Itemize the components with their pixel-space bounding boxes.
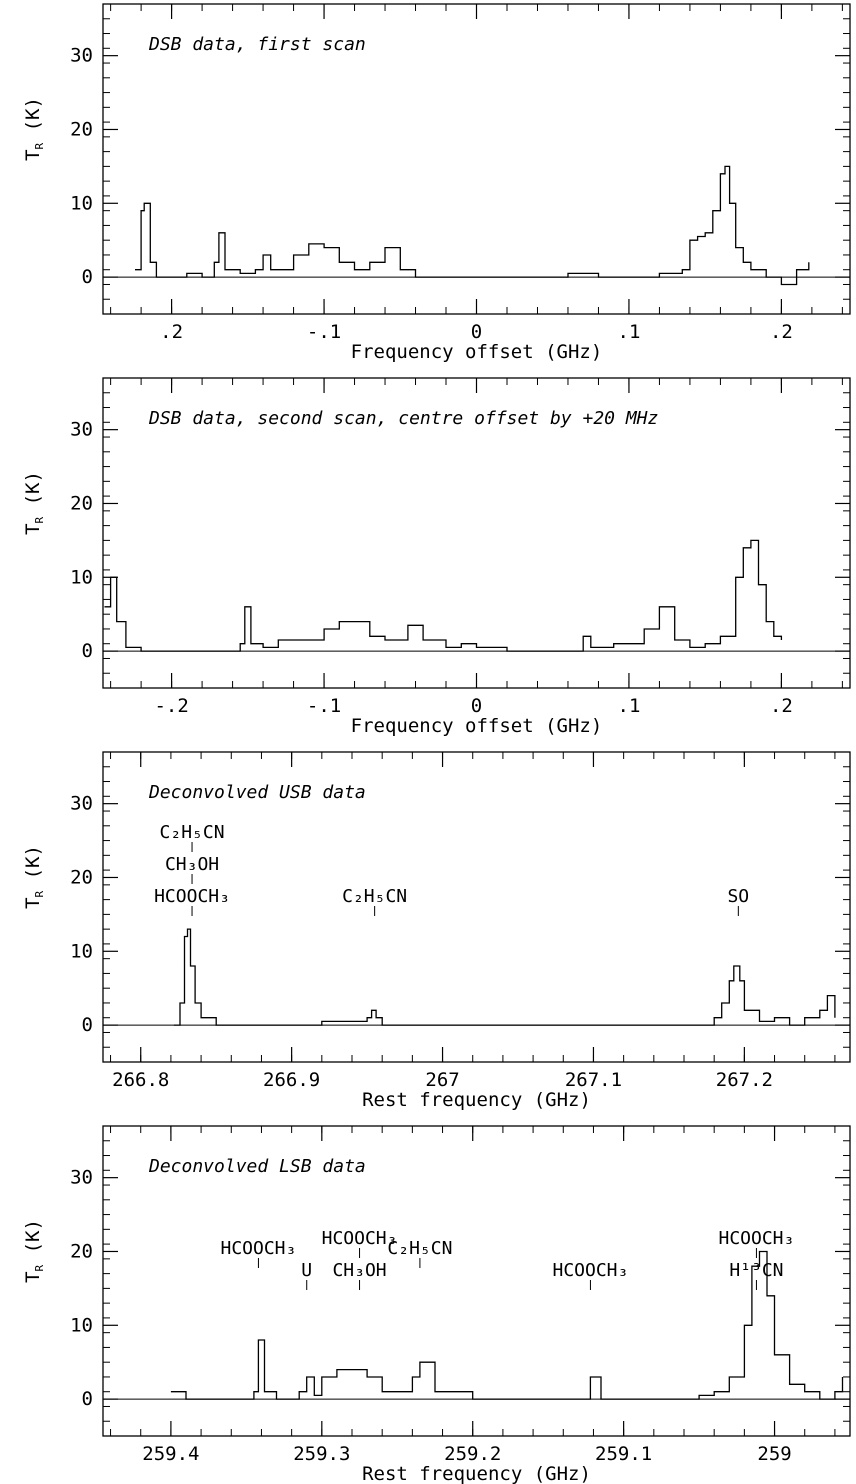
x-tick-label: -.1 xyxy=(307,321,341,343)
line-id-label: HCOOCH₃ xyxy=(221,1238,297,1259)
y-tick-label: 0 xyxy=(82,640,93,662)
y-tick-label: 0 xyxy=(82,266,93,288)
y-tick-label: 10 xyxy=(70,940,93,962)
y-axis-label: TR (K) xyxy=(22,845,46,909)
x-tick-label: 259.3 xyxy=(293,1443,350,1465)
line-id-label: C₂H₅CN xyxy=(160,822,225,843)
y-tick-label: 10 xyxy=(70,1314,93,1336)
line-id-label: HCOOCH₃ xyxy=(154,886,230,907)
x-axis-label: Rest frequency (GHz) xyxy=(362,1089,591,1111)
panel-1: .2 -.1 0 .1 .2 0 10 20 30 Frequency offset (GHz) T… xyxy=(22,3,851,363)
line-id-label: HCOOCH₃ xyxy=(322,1228,398,1249)
x-tick-label: 266.9 xyxy=(263,1069,320,1091)
panel-title: DSB data, second scan, centre offset by … xyxy=(148,408,658,429)
panel-title: DSB data, first scan xyxy=(148,34,366,55)
y-tick-label: 20 xyxy=(70,492,93,514)
x-tick-label: 267.2 xyxy=(716,1069,773,1091)
y-axis-label-text: TR (K) xyxy=(22,471,46,535)
y-axis-label-text: TR (K) xyxy=(22,1219,46,1283)
line-id-label: CH₃OH xyxy=(332,1260,386,1281)
y-tick-label: 30 xyxy=(70,1167,93,1189)
line-id-label: U xyxy=(301,1260,312,1281)
y-axis-label: TR (K) xyxy=(22,1219,46,1283)
y-tick-label: 10 xyxy=(70,566,93,588)
x-tick-label: 0 xyxy=(471,321,482,343)
panel-title: Deconvolved LSB data xyxy=(148,1156,366,1177)
x-axis-label: Frequency offset (GHz) xyxy=(351,715,603,737)
x-tick-label: 259.2 xyxy=(444,1443,501,1465)
panel-3: 266.8 266.9 267 267.1 267.2 0 10 20 30 Rest frequ… xyxy=(22,751,851,1111)
panel-4: 259.4 259.3 259.2 259.1 259 0 10 20 30 Rest frequ… xyxy=(22,1125,851,1484)
y-tick-label: 0 xyxy=(82,1014,93,1036)
plot-frame xyxy=(102,1125,851,1437)
x-tick-label: .2 xyxy=(770,695,793,717)
spectrum-series xyxy=(173,928,836,1026)
line-id-label: H¹³CN xyxy=(729,1260,783,1281)
spectrum-series xyxy=(170,1250,844,1400)
x-tick-label: 266.8 xyxy=(112,1069,169,1091)
x-tick-label: .2 xyxy=(160,321,183,343)
y-tick-label: 30 xyxy=(70,793,93,815)
y-tick-label: 20 xyxy=(70,1240,93,1262)
line-id-label: C₂H₅CN xyxy=(387,1238,452,1259)
y-tick-label: 30 xyxy=(70,419,93,441)
y-tick-label: 0 xyxy=(82,1388,93,1410)
x-axis-label: Frequency offset (GHz) xyxy=(351,341,603,363)
x-tick-label: 259.4 xyxy=(142,1443,199,1465)
x-tick-label: 267.1 xyxy=(565,1069,622,1091)
line-id-label: HCOOCH₃ xyxy=(553,1260,629,1281)
x-tick-label: 259 xyxy=(757,1443,791,1465)
panel-2: -.2 -.1 0 .1 .2 0 10 20 30 Frequency offset (GHz)… xyxy=(22,377,851,737)
x-tick-label: -.2 xyxy=(154,695,188,717)
y-axis-label: TR (K) xyxy=(22,471,46,535)
line-id-label: HCOOCH₃ xyxy=(719,1228,795,1249)
y-tick-label: 20 xyxy=(70,866,93,888)
y-axis-label-text: TR (K) xyxy=(22,845,46,909)
x-axis-label: Rest frequency (GHz) xyxy=(362,1463,591,1484)
y-axis-label: TR (K) xyxy=(22,97,46,161)
panel-title: Deconvolved USB data xyxy=(148,782,366,803)
line-id-label: C₂H₅CN xyxy=(342,886,407,907)
y-tick-label: 10 xyxy=(70,192,93,214)
x-tick-label: -.1 xyxy=(307,695,341,717)
line-id-label: CH₃OH xyxy=(165,854,219,875)
x-tick-label: 267 xyxy=(425,1069,459,1091)
x-tick-label: .1 xyxy=(618,321,641,343)
x-tick-label: .2 xyxy=(770,321,793,343)
line-id-label: SO xyxy=(727,886,749,907)
spectrum-series xyxy=(135,165,810,286)
spectrum-series xyxy=(104,539,783,652)
x-tick-label: 0 xyxy=(471,695,482,717)
y-tick-label: 30 xyxy=(70,45,93,67)
y-tick-label: 20 xyxy=(70,118,93,140)
x-tick-label: .1 xyxy=(618,695,641,717)
y-axis-label-text: TR (K) xyxy=(22,97,46,161)
plot-frame xyxy=(102,751,851,1063)
x-tick-label: 259.1 xyxy=(595,1443,652,1465)
